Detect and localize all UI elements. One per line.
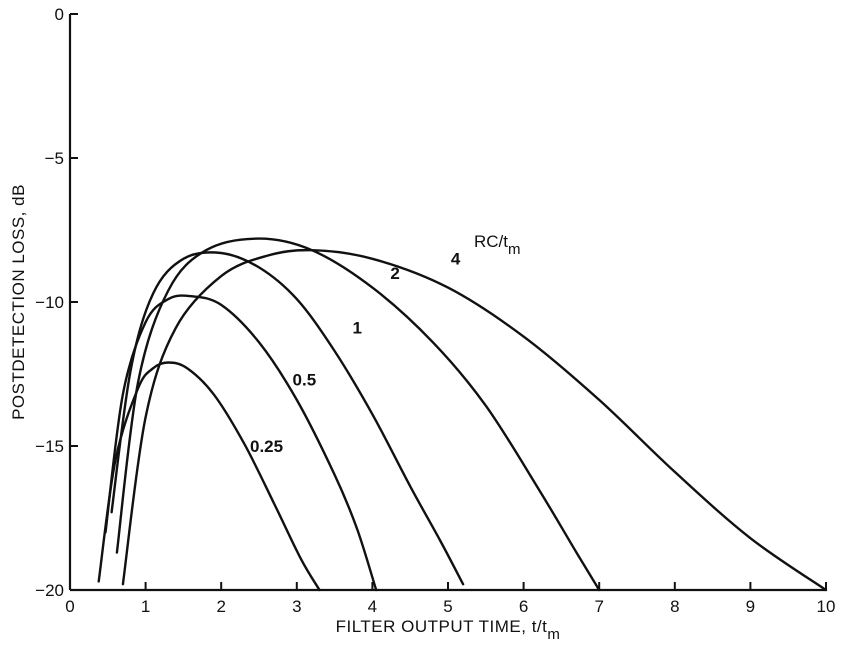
x-tick-label: 4 <box>368 597 377 616</box>
x-ticks: 0 1 2 3 4 5 6 7 8 9 10 <box>65 582 835 616</box>
x-tick-label: 2 <box>216 597 225 616</box>
y-tick-label: −20 <box>35 581 64 600</box>
curve-label: 0.25 <box>250 437 283 456</box>
x-tick-label: 1 <box>141 597 150 616</box>
x-tick-label: 8 <box>670 597 679 616</box>
x-tick-label: 5 <box>443 597 452 616</box>
x-axis-title-sub: m <box>547 626 560 643</box>
curve-label: 4 <box>451 250 461 269</box>
curve-rc-0-5 <box>106 296 377 590</box>
x-tick-label: 10 <box>817 597 836 616</box>
curves <box>99 239 826 590</box>
y-tick-label: −10 <box>35 293 64 312</box>
legend-title-sub: m <box>508 241 521 258</box>
curve-label: 1 <box>353 319 362 338</box>
curve-rc-0-25 <box>99 363 320 591</box>
y-axis-title: POSTDETECTION LOSS, dB <box>9 184 28 420</box>
x-tick-label: 3 <box>292 597 301 616</box>
x-tick-label: 9 <box>746 597 755 616</box>
curve-rc-2 <box>117 239 599 590</box>
legend-title-main: RC/t <box>474 232 508 251</box>
y-tick-label: 0 <box>55 5 64 24</box>
curve-label: 2 <box>390 264 399 283</box>
x-axis-title-main: FILTER OUTPUT TIME, t/t <box>336 617 548 636</box>
x-tick-label: 0 <box>65 597 74 616</box>
x-tick-label: 6 <box>519 597 528 616</box>
legend-title: RC/tm <box>474 232 521 258</box>
y-tick-label: −15 <box>35 437 64 456</box>
curve-labels: 0.25 0.5 1 2 4 <box>250 250 461 456</box>
curve-label: 0.5 <box>293 371 317 390</box>
y-ticks: 0 −5 −10 −15 −20 <box>35 5 78 600</box>
curve-rc-4 <box>123 250 826 590</box>
x-axis-title: FILTER OUTPUT TIME, t/tm <box>336 617 561 643</box>
y-tick-label: −5 <box>45 149 64 168</box>
x-tick-label: 7 <box>594 597 603 616</box>
